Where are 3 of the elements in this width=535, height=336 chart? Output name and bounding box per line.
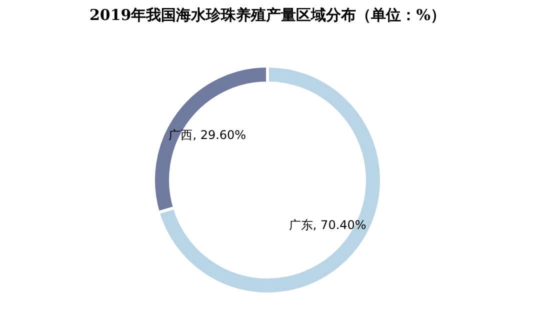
- chart-title: 2019年我国海水珍珠养殖产量区域分布（单位：%）: [89, 6, 446, 24]
- slice-label: 广西, 29.60%: [168, 128, 246, 142]
- slice-label: 广东, 70.40%: [288, 218, 366, 232]
